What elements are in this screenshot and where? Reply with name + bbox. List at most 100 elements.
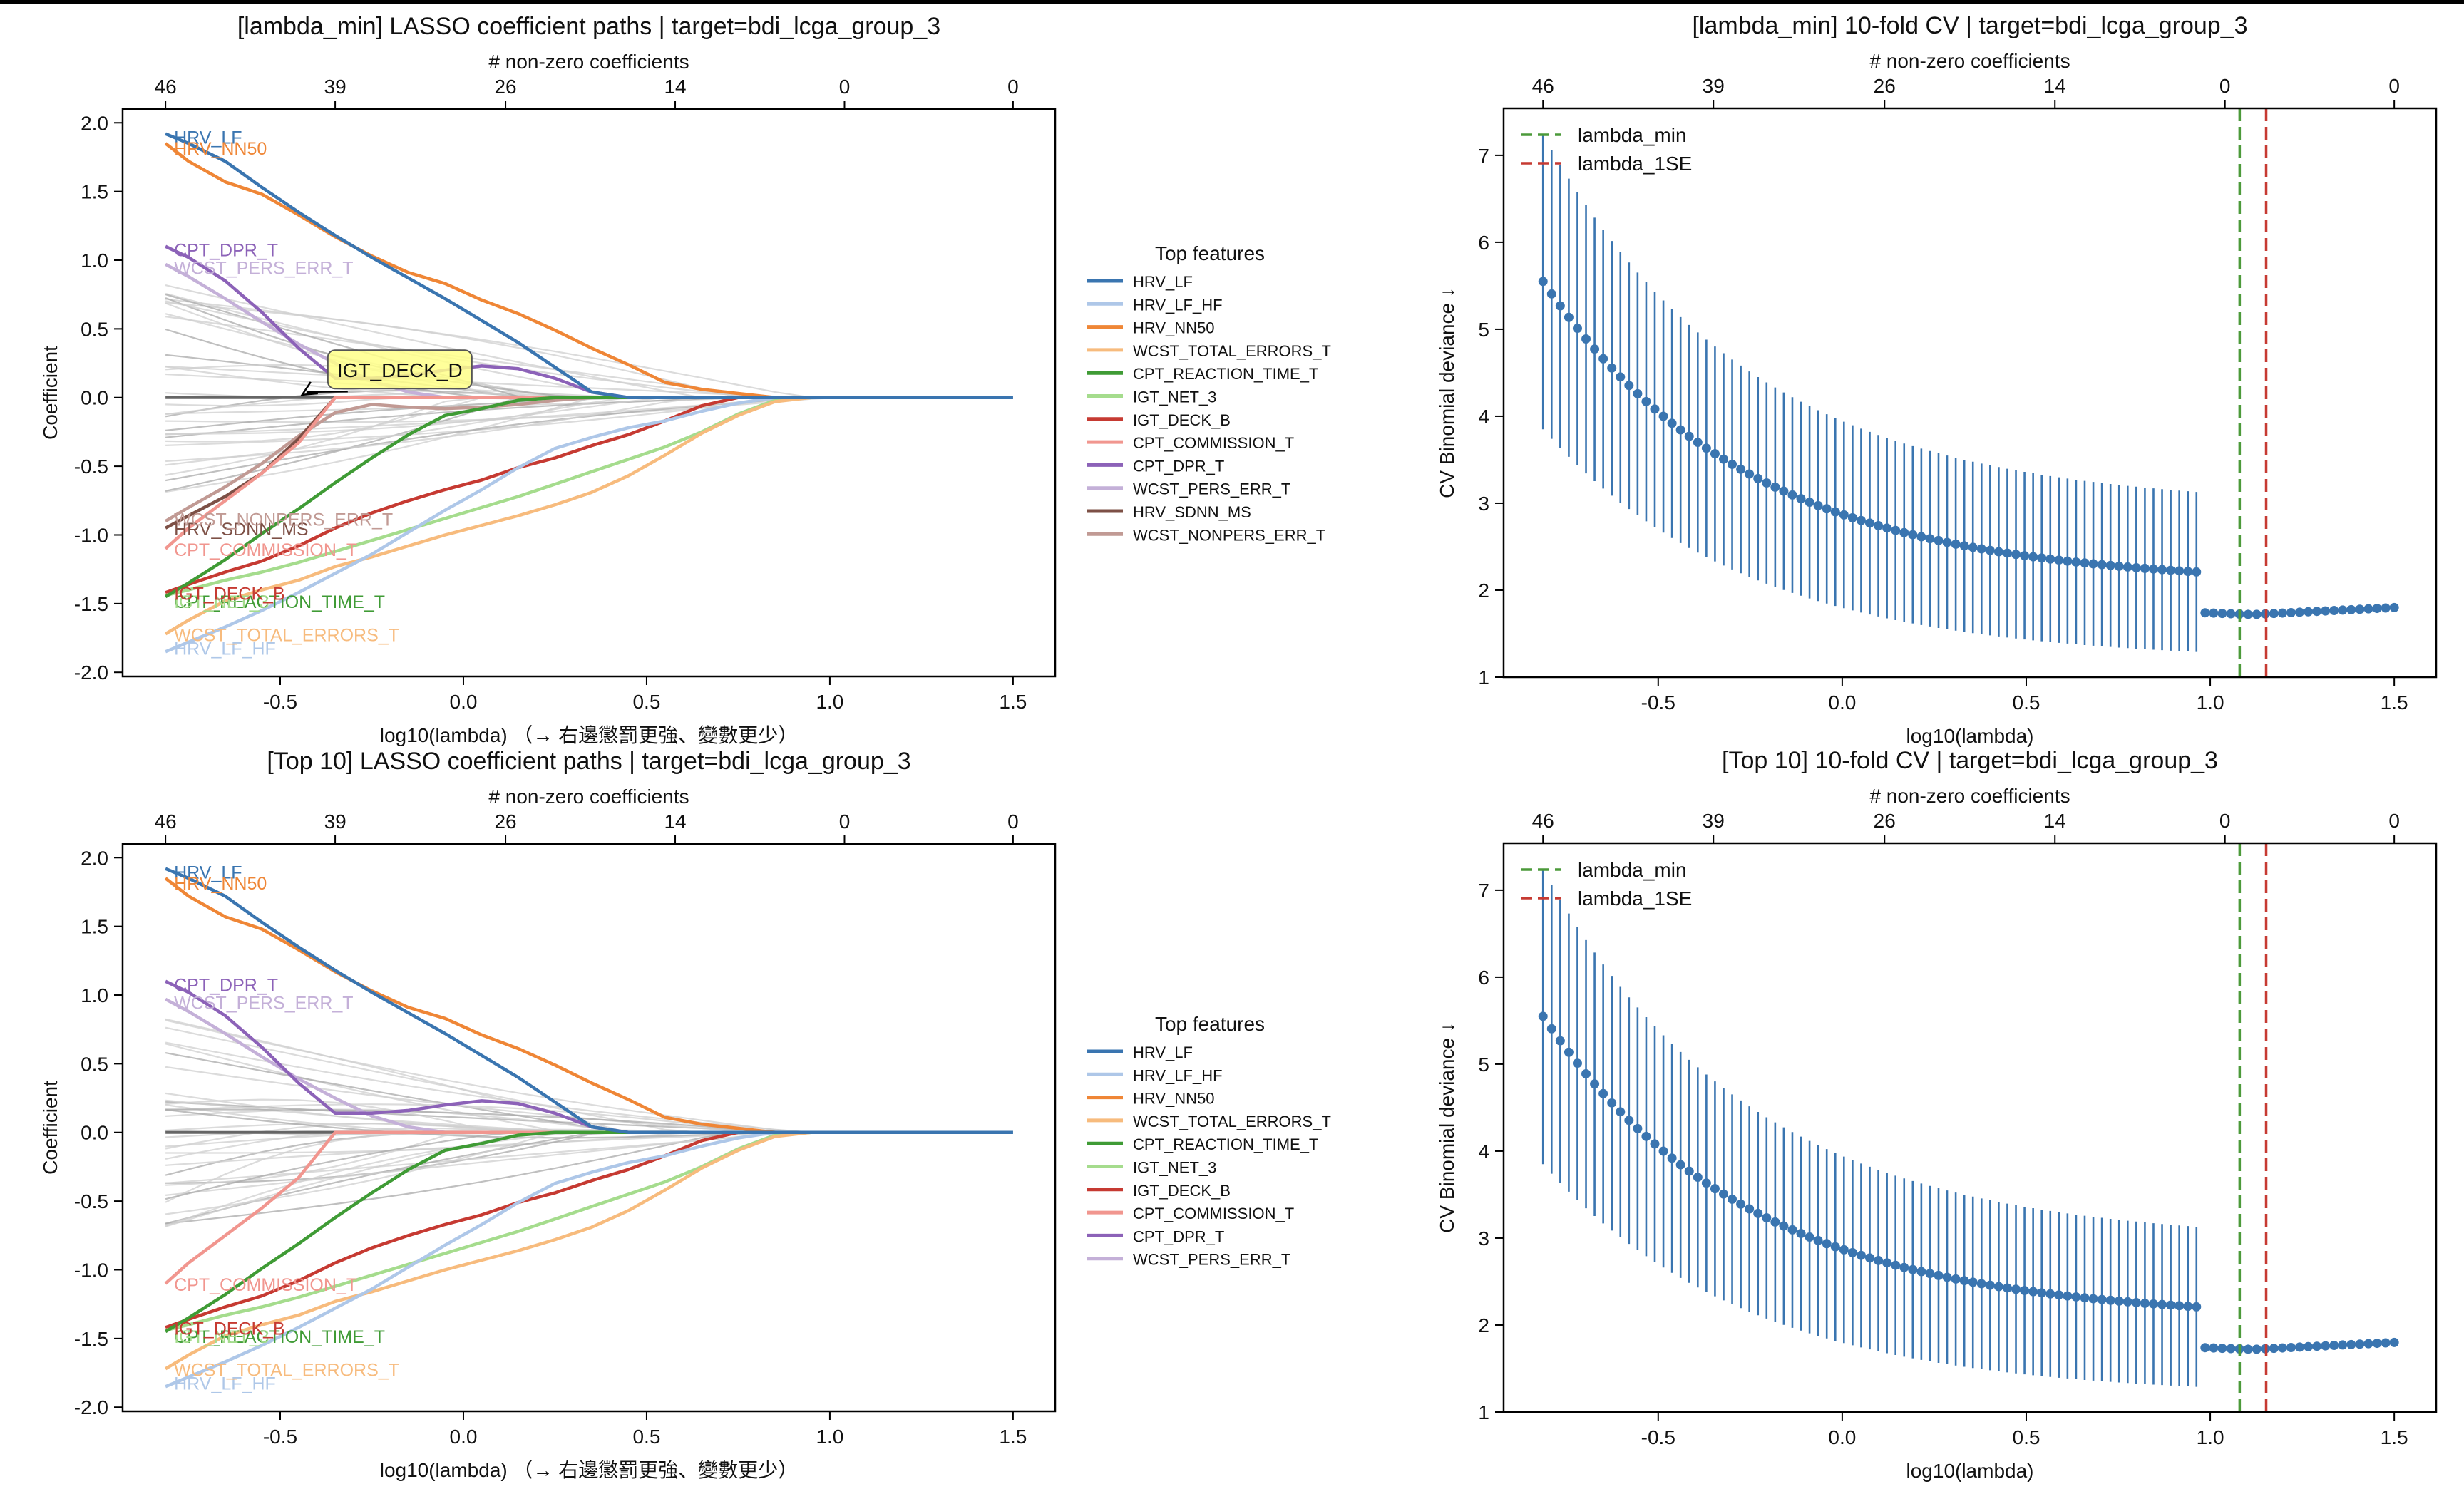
cv-point — [1847, 1247, 1857, 1257]
y-tick-label: 4 — [1478, 406, 1489, 428]
axes-frame — [1502, 842, 2438, 1413]
cv-point — [1976, 544, 1986, 554]
top-axis-label: # non-zero coefficients — [1869, 50, 2070, 72]
legend-label: HRV_NN50 — [1133, 1090, 1215, 1108]
cv-point — [2114, 561, 2124, 571]
y-tick-label: 1.5 — [81, 916, 108, 938]
cv-point — [2105, 560, 2115, 570]
x-tick-label: 1.0 — [816, 1426, 843, 1448]
cv-point — [2381, 1338, 2391, 1348]
top-tick-label: 26 — [494, 76, 516, 98]
chart-title: [Top 10] 10-fold CV | target=bdi_lcga_gr… — [1722, 747, 2218, 774]
cv-point — [2329, 606, 2339, 616]
cv-point — [1590, 1079, 1600, 1089]
cv-point — [2183, 1302, 2193, 1312]
legend-label: lambda_1SE — [1578, 153, 1692, 175]
top-tick-label: 0 — [1007, 76, 1019, 98]
cv-point — [1942, 537, 1952, 547]
cv-point — [2097, 560, 2107, 570]
legend-label: IGT_DECK_B — [1133, 411, 1231, 429]
cv-point — [2063, 556, 2073, 566]
y-tick-label: 3 — [1478, 493, 1489, 515]
cv-point — [1658, 411, 1668, 421]
cv-point — [2011, 550, 2021, 560]
cv-point — [1770, 1217, 1780, 1227]
cv-point — [2175, 1301, 2185, 1311]
top-axis-label: # non-zero coefficients — [1869, 785, 2070, 807]
cv-point — [2028, 1287, 2038, 1297]
cv-point — [2243, 1344, 2253, 1354]
legend-label: IGT_DECK_B — [1133, 1182, 1231, 1200]
legend-title: Top features — [1155, 1013, 1265, 1035]
cv-point — [1865, 518, 1875, 528]
cv-point — [1538, 1011, 1548, 1021]
cv-point — [1908, 1264, 1918, 1274]
cv-point — [2063, 1291, 2073, 1301]
legend-label: HRV_LF — [1133, 1044, 1193, 1061]
cv-point — [2037, 1288, 2047, 1298]
coefficient-path-wcst-total-errors-t — [164, 396, 1013, 636]
annotation-arrowhead — [300, 381, 318, 396]
y-tick-label: 7 — [1478, 880, 1489, 902]
cv-point — [1684, 1166, 1694, 1176]
cv-point — [2226, 1344, 2236, 1354]
annotation-label: IGT_DECK_D — [337, 359, 463, 381]
x-tick-label: -0.5 — [1641, 691, 1675, 713]
cv-point — [2157, 565, 2167, 575]
cv-point — [1882, 1258, 1892, 1268]
cv-point — [2166, 565, 2176, 575]
legend-label: lambda_min — [1578, 859, 1687, 881]
y-tick-label: 5 — [1478, 1053, 1489, 1076]
cv-point — [2148, 564, 2158, 574]
cv-point — [2338, 1340, 2348, 1350]
cv-point — [2045, 1289, 2055, 1299]
cv-point — [1564, 312, 1574, 322]
path-end-label: WCST_PERS_ERR_T — [174, 259, 353, 279]
y-tick-label: 0.5 — [81, 318, 108, 340]
cv-point — [2157, 1299, 2167, 1309]
cv-point — [2192, 567, 2202, 577]
cv-point — [2277, 608, 2287, 618]
y-tick-label: 7 — [1478, 145, 1489, 167]
top-tick-label: 14 — [2044, 75, 2066, 97]
y-tick-label: 2.0 — [81, 112, 108, 134]
legend-label: CPT_REACTION_TIME_T — [1133, 365, 1318, 383]
path-end-label: WCST_NONPERS_ERR_T — [174, 510, 393, 530]
y-tick-label: 1.5 — [81, 181, 108, 203]
y-tick-label: 2.0 — [81, 847, 108, 869]
y-tick-label: -0.5 — [74, 455, 108, 478]
cv-point — [2131, 1297, 2141, 1307]
cv-point — [1908, 530, 1918, 540]
x-tick-label: 0.5 — [632, 1426, 660, 1448]
cv-point — [1710, 449, 1720, 459]
path-end-label: CPT_REACTION_TIME_T — [174, 592, 385, 612]
cv-point — [1874, 520, 1884, 530]
cv-point — [2080, 1293, 2090, 1303]
cv-point — [2338, 605, 2348, 615]
cv-point — [2252, 1344, 2262, 1354]
path-end-label: IGT_DECK_B — [174, 584, 285, 604]
cv-point — [1641, 396, 1651, 406]
y-tick-label: 3 — [1478, 1227, 1489, 1250]
legend-label: CPT_DPR_T — [1133, 1227, 1224, 1245]
x-tick-label: 0.0 — [1828, 691, 1856, 713]
cv-point — [1985, 545, 1995, 555]
cv-point — [1728, 459, 1737, 469]
cv-point — [1856, 1250, 1866, 1260]
legend-label: WCST_PERS_ERR_T — [1133, 1251, 1290, 1269]
cv-point — [1822, 1239, 1832, 1249]
cv-point — [2294, 607, 2304, 617]
x-tick-label: 0.5 — [632, 691, 660, 713]
y-tick-label: 0.5 — [81, 1053, 108, 1075]
cv-point — [1951, 1274, 1961, 1284]
cv-point — [2105, 1295, 2115, 1305]
cv-point — [2122, 1297, 2132, 1307]
coefficient-path-hrv-lf-hf — [165, 1130, 1013, 1389]
cv-point — [1675, 1160, 1685, 1170]
cv-point — [1546, 289, 1556, 299]
x-axis-label: log10(lambda) — [1906, 1460, 2034, 1482]
cv-point — [1624, 381, 1634, 391]
cv-point — [1847, 512, 1857, 522]
cv-point — [1538, 277, 1548, 287]
cv-point — [1710, 1184, 1720, 1194]
